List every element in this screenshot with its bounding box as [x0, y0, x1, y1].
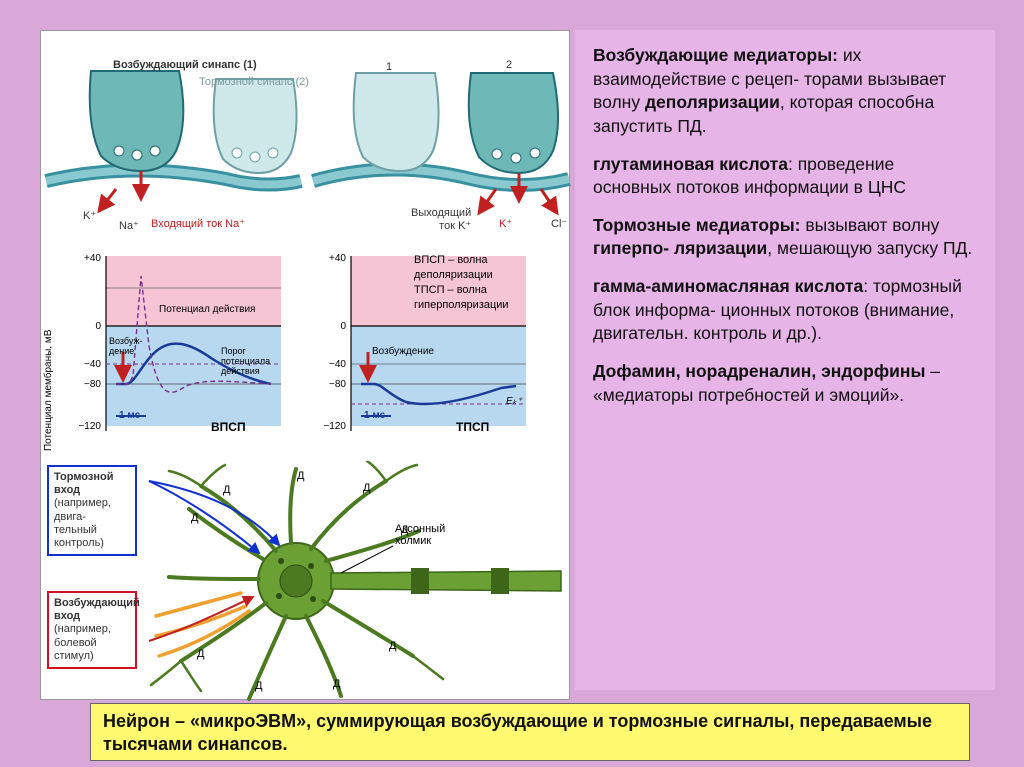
synapse-diagram: Возбуждающий синапс (1) Тормозной синапс… [41, 31, 571, 231]
svg-text:−40: −40 [329, 359, 346, 370]
p3c: гиперпо- ляризации [593, 238, 767, 258]
num-2: 2 [506, 59, 512, 71]
figure-panel: Возбуждающий синапс (1) Тормозной синапс… [40, 30, 570, 700]
para-inhibitory: Тормозные медиаторы: вызывают волну гипе… [593, 214, 977, 261]
inh-box-title: Тормозной вход [54, 471, 113, 496]
time-1ms-1: 1 мс [119, 410, 140, 421]
svg-text:−40: −40 [84, 359, 101, 370]
k-out-label: Выходящий ток K⁺ [411, 207, 471, 232]
svg-text:0: 0 [340, 321, 346, 332]
svg-text:Д: Д [223, 484, 231, 496]
para-gaba: гамма-аминомасляная кислота: тормозный б… [593, 275, 977, 346]
y-axis-label: Потенциал мембраны, мВ [43, 330, 54, 451]
svg-text:Д: Д [363, 482, 371, 494]
axon-hillock-label: Аксонный холмик [395, 523, 445, 547]
inh-box-sub: (например, двига- тельный контроль) [54, 497, 111, 549]
para-dopamine: Дофамин, норадреналин, эндорфины – «меди… [593, 360, 977, 407]
summary-strip: Нейрон – «микроЭВМ», суммирующая возбужд… [90, 703, 970, 761]
epsp-chart: +40 0 −40 −80 −120 Потенциал действия По… [71, 236, 296, 446]
legend-l2: деполяризации [414, 268, 509, 283]
svg-text:−80: −80 [329, 379, 346, 390]
svg-text:−120: −120 [78, 421, 101, 432]
ipsp-bottom: ТПСП [456, 420, 489, 434]
p1c: деполяризации [645, 92, 780, 112]
p1a: Возбуждающие медиаторы: [593, 45, 838, 65]
k-label-1: K⁺ [83, 209, 96, 222]
p3a: Тормозные медиаторы: [593, 215, 801, 235]
exc-synapse-title: Возбуждающий синапс (1) [113, 59, 257, 71]
svg-text:Д: Д [255, 680, 263, 692]
svg-text:Д: Д [191, 512, 199, 524]
p2a: глутаминовая кислота [593, 154, 788, 174]
legend-l1: ВПСП – волна [414, 253, 509, 268]
threshold-label: Порог потенциала действия [221, 346, 270, 376]
excitation-label-2: Возбуждение [372, 346, 434, 357]
svg-text:0: 0 [95, 321, 101, 332]
svg-text:Д: Д [333, 678, 341, 690]
exc-box-sub: (например, болевой стимул) [54, 623, 111, 661]
para-excitatory: Возбуждающие медиаторы: их взаимодействи… [593, 44, 977, 139]
inh-synapse-title: Тормозной синапс (2) [199, 76, 309, 88]
svg-text:−120: −120 [323, 421, 346, 432]
svg-text:Д: Д [197, 648, 205, 660]
excitatory-input-box: Возбуждающий вход (например, болевой сти… [47, 591, 137, 669]
num-1: 1 [386, 61, 392, 73]
k-label-2: K⁺ [499, 217, 512, 230]
legend-l3: ТПСП – волна [414, 283, 509, 298]
p4a: гамма-аминомасляная кислота [593, 276, 863, 296]
p5a: Дофамин, норадреналин, эндорфины [593, 361, 925, 381]
svg-text:Д: Д [297, 470, 305, 482]
svg-text:−80: −80 [84, 379, 101, 390]
text-panel: Возбуждающие медиаторы: их взаимодействи… [575, 30, 995, 690]
svg-text:+40: +40 [329, 253, 346, 264]
time-1ms-2: 1 мс [364, 410, 385, 421]
inhibitory-input-box: Тормозной вход (например, двига- тельный… [47, 465, 137, 556]
na-label: Na⁺ [119, 219, 139, 232]
exc-box-title: Возбуждающий вход [54, 597, 140, 622]
ek-label: Eₖ⁺ [506, 396, 522, 407]
ap-label: Потенциал действия [159, 304, 255, 315]
epsp-bottom: ВПСП [211, 420, 246, 434]
svg-text:+40: +40 [84, 253, 101, 264]
psp-legend: ВПСП – волна деполяризации ТПСП – волна … [414, 253, 509, 312]
cl-label: Cl⁻ [551, 217, 567, 230]
para-glutamate: глутаминовая кислота: проведение основны… [593, 153, 977, 200]
na-in-label: Входящий ток Na⁺ [151, 217, 245, 230]
legend-l4: гиперполяризации [414, 298, 509, 313]
svg-text:Д: Д [389, 640, 397, 652]
excitation-label-1: Возбуж- дение [109, 336, 143, 356]
p3d: , мешающую запуску ПД. [767, 238, 972, 258]
neuron-diagram: ДДД ДДД ДДД Тормозной вход (например, дв… [41, 461, 571, 721]
p3b: вызывают волну [801, 215, 940, 235]
